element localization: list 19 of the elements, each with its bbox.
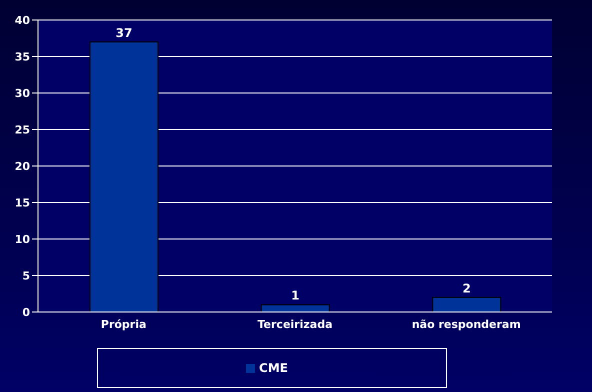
y-tick-label: 35	[14, 50, 30, 64]
x-tick-label: Terceirizada	[258, 318, 332, 331]
y-tick-label: 5	[22, 269, 30, 282]
bar	[432, 296, 502, 312]
y-tick-label: 40	[14, 14, 30, 27]
data-label: 2	[462, 281, 471, 296]
legend-label: CME	[259, 361, 288, 375]
data-label: 37	[116, 26, 132, 40]
x-tick-label: Própria	[100, 318, 146, 331]
y-tick-label: 10	[14, 232, 30, 246]
y-tick-label: 30	[14, 86, 30, 100]
data-label: 1	[291, 288, 300, 303]
y-tick-label: 0	[22, 306, 30, 319]
x-tick-label: não responderam	[412, 318, 521, 331]
bar	[90, 41, 158, 312]
y-tick-label: 15	[14, 196, 30, 210]
y-tick-label: 20	[14, 160, 30, 173]
bar	[260, 304, 330, 312]
y-tick-label: 25	[14, 123, 30, 136]
